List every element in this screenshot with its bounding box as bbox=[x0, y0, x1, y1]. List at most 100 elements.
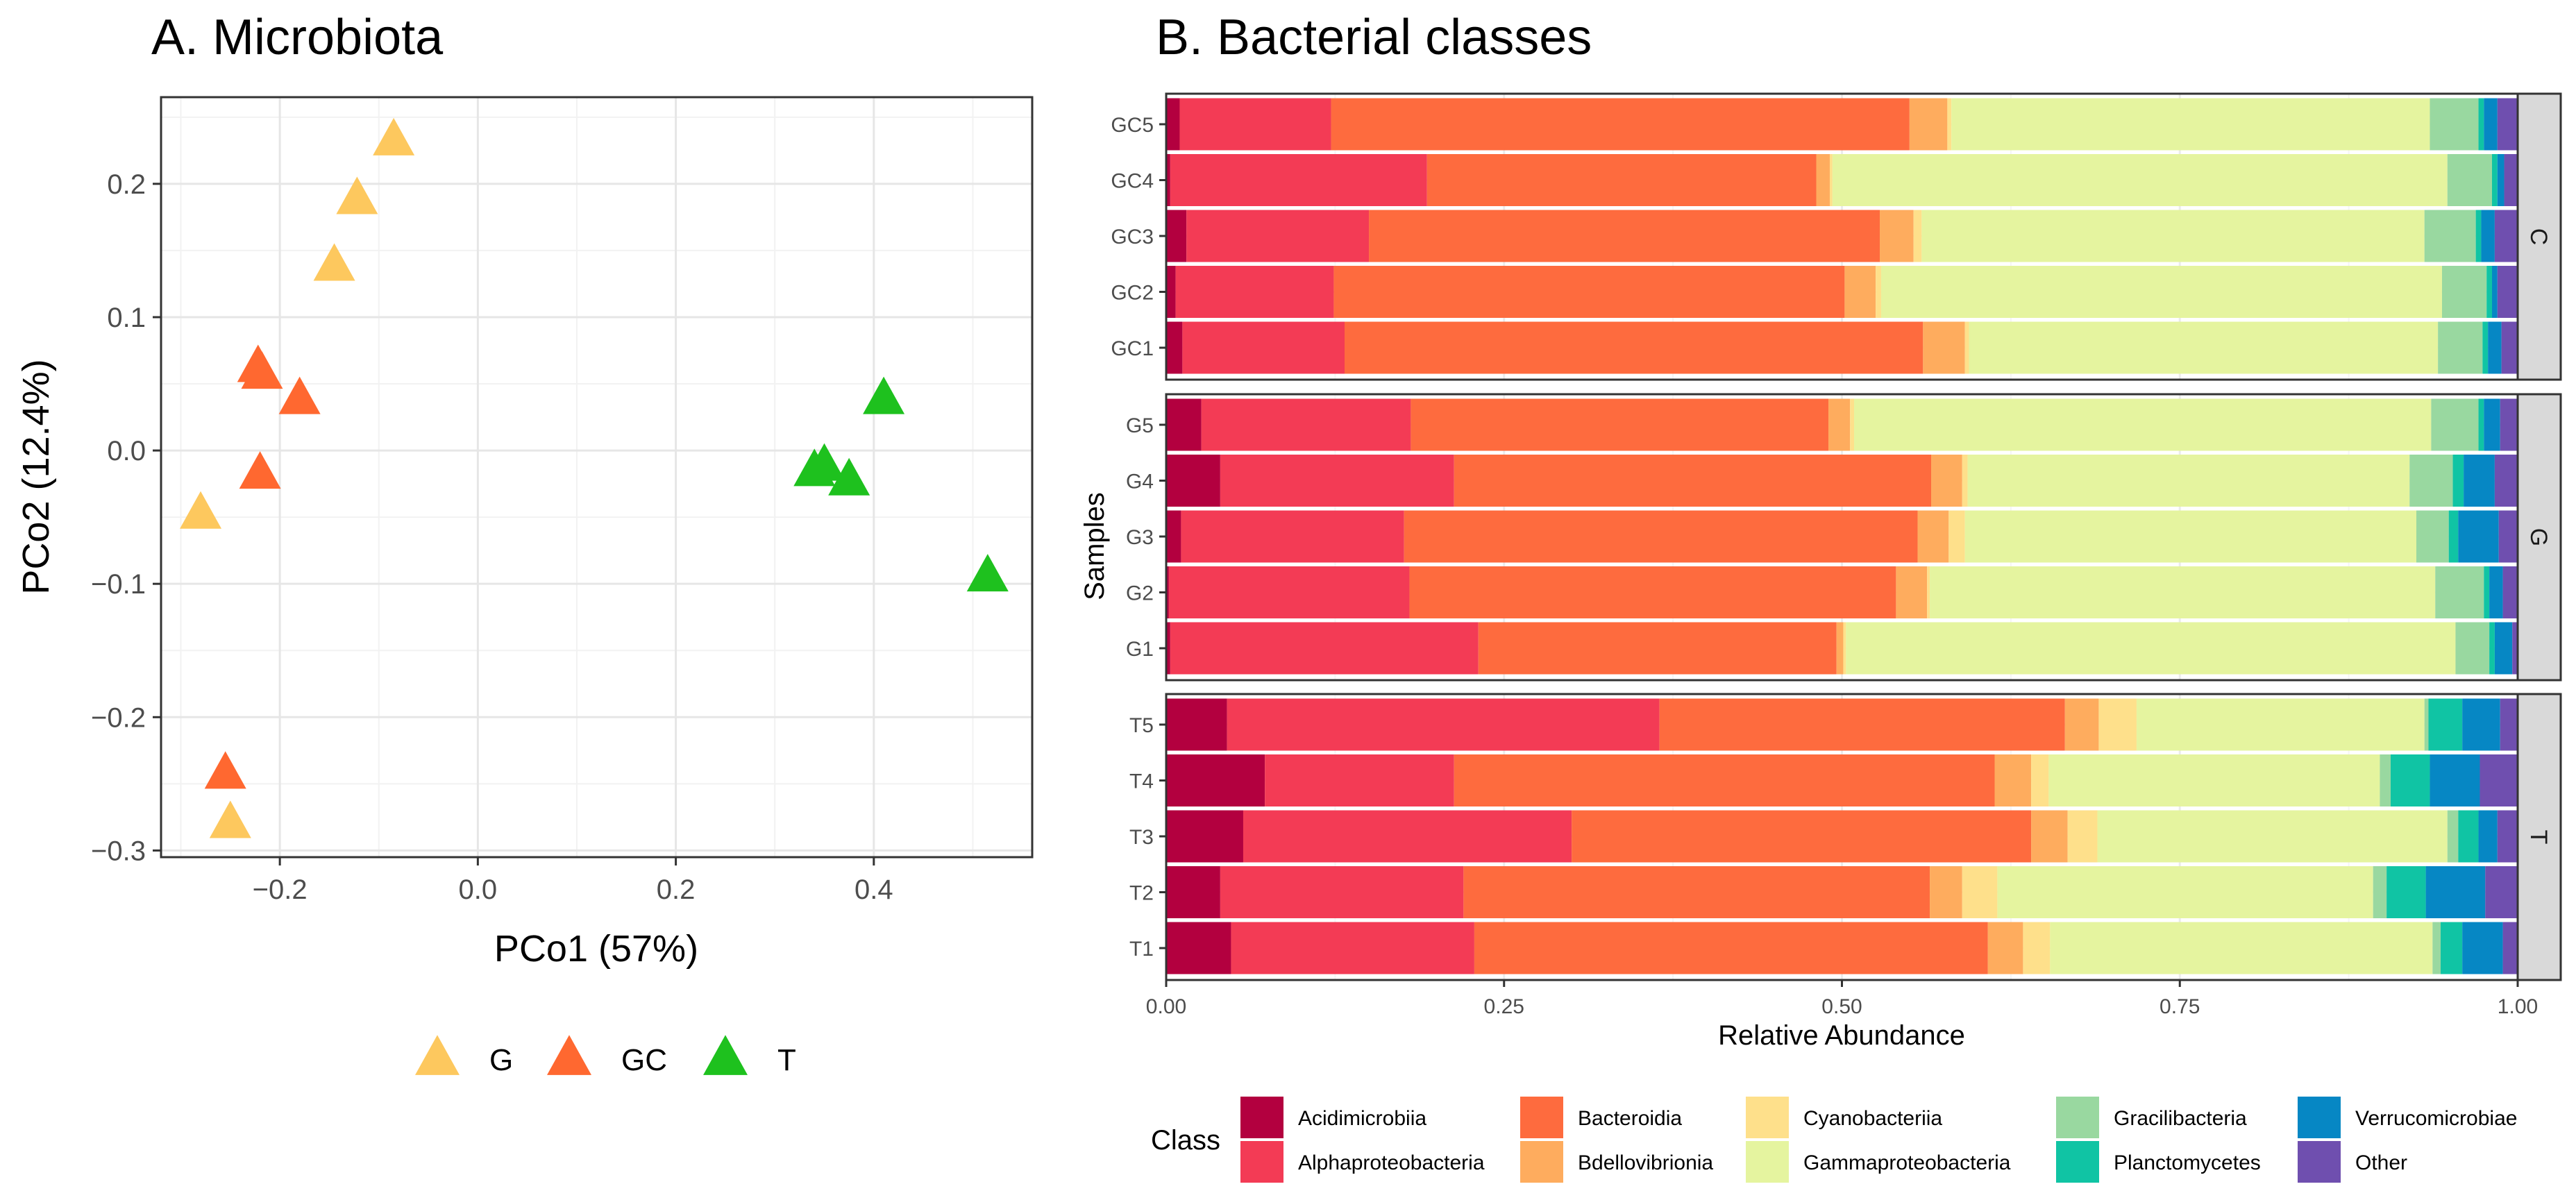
bar-segment bbox=[2497, 266, 2518, 318]
bar-segment bbox=[1220, 866, 1464, 918]
bar-segment bbox=[1829, 154, 1833, 206]
bar-segment bbox=[1331, 98, 1910, 151]
bar-segment bbox=[1951, 98, 2430, 151]
sample-label: T5 bbox=[1129, 714, 1154, 737]
bar-segment bbox=[1832, 154, 2448, 206]
bar-segment bbox=[1227, 698, 1660, 751]
bar-segment bbox=[1243, 810, 1572, 863]
bar-segment bbox=[1880, 266, 2442, 318]
bar-x-axis-label: Relative Abundance bbox=[1718, 1020, 1965, 1051]
bar-segment bbox=[2390, 754, 2430, 806]
scatter-legend-marker-g bbox=[415, 1035, 460, 1075]
class-legend: Acidimicrobiia Alphaproteobacteria Bactero… bbox=[1240, 1097, 2517, 1183]
scatter-points bbox=[180, 117, 1009, 838]
bar-segment bbox=[2482, 321, 2489, 374]
bar-segment bbox=[1930, 866, 1962, 918]
bar-segment bbox=[1166, 566, 1169, 618]
sample-label: T1 bbox=[1129, 938, 1154, 961]
bar-segment bbox=[1411, 398, 1829, 451]
bar-segment bbox=[2500, 398, 2518, 451]
bar-segment bbox=[1572, 810, 2032, 863]
bar-segment bbox=[1876, 266, 1881, 318]
bar-segment bbox=[2424, 698, 2429, 751]
legend-label-gracilibacteria: Gracilibacteria bbox=[2114, 1107, 2247, 1130]
bar-segment bbox=[2430, 754, 2480, 806]
scatter-point-g bbox=[313, 243, 355, 281]
bar-segment bbox=[1181, 510, 1404, 563]
sample-label: GC4 bbox=[1111, 170, 1154, 193]
bar-segment bbox=[1947, 98, 1952, 151]
bar-segment bbox=[1846, 622, 2456, 675]
scatter-point-g bbox=[373, 117, 415, 155]
bar-x-tick-label: 0.25 bbox=[1484, 995, 1524, 1018]
bar-segment bbox=[2373, 866, 2387, 918]
bar-segment bbox=[2455, 622, 2490, 675]
bar-segment bbox=[2447, 810, 2459, 863]
bar-segment bbox=[1994, 754, 2032, 806]
scatter-point-g bbox=[209, 800, 251, 838]
bar-segment bbox=[2441, 922, 2463, 974]
bar-segment bbox=[1186, 210, 1370, 262]
bar-segment bbox=[2424, 210, 2476, 262]
bar-segment bbox=[2497, 810, 2518, 863]
bar-segment bbox=[2464, 455, 2495, 507]
scatter-legend-marker-gc bbox=[547, 1035, 591, 1075]
bar-segment bbox=[1166, 455, 1220, 507]
bar-segment bbox=[1175, 266, 1334, 318]
bar-segment bbox=[1426, 154, 1817, 206]
bar-segment bbox=[2409, 455, 2453, 507]
bar-segment bbox=[1969, 321, 2439, 374]
sample-label: T3 bbox=[1129, 826, 1154, 849]
bar-segment bbox=[1166, 98, 1180, 151]
legend-label-other: Other bbox=[2355, 1151, 2407, 1174]
bar-segment bbox=[2023, 922, 2051, 974]
bar-segment bbox=[1166, 754, 1265, 806]
bar-segment bbox=[1265, 754, 1454, 806]
bar-segment bbox=[2478, 810, 2498, 863]
bar-segment bbox=[1964, 321, 1969, 374]
bar-segment bbox=[2497, 98, 2518, 151]
bar-segment bbox=[2494, 622, 2513, 675]
legend-label-bacteroidia: Bacteroidia bbox=[1578, 1107, 1682, 1130]
bar-segment bbox=[2462, 922, 2503, 974]
scatter-x-axis-label: PCo1 (57%) bbox=[494, 928, 698, 970]
bar-segment bbox=[2488, 321, 2502, 374]
bar-segment bbox=[1843, 622, 1846, 675]
bar-segment bbox=[1921, 210, 2425, 262]
sample-label: G1 bbox=[1126, 638, 1154, 661]
bar-segment bbox=[1463, 866, 1930, 918]
bar-segment bbox=[1170, 622, 1479, 675]
bar-segment bbox=[2425, 866, 2486, 918]
legend-swatch-verrucomicrobiae bbox=[2298, 1097, 2341, 1138]
bar-segment bbox=[2497, 154, 2505, 206]
bar-segment bbox=[2097, 810, 2448, 863]
bar-segment bbox=[1967, 455, 2410, 507]
bar-segment bbox=[1816, 154, 1830, 206]
bar-segment bbox=[1997, 866, 2373, 918]
scatter-point-gc bbox=[239, 451, 281, 489]
bar-segment bbox=[2492, 266, 2498, 318]
scatter-legend-marker-t bbox=[703, 1035, 748, 1075]
bar-segment bbox=[2494, 455, 2518, 507]
scatter-legend: G GC T bbox=[415, 1035, 796, 1077]
scatter-point-gc bbox=[204, 751, 246, 789]
legend-label-alphaproteobacteria: Alphaproteobacteria bbox=[1298, 1151, 1485, 1174]
bar-segment bbox=[2480, 754, 2518, 806]
scatter-panel-border bbox=[160, 96, 1034, 859]
legend-swatch-gammaproteobacteria bbox=[1746, 1141, 1789, 1183]
sample-label: T2 bbox=[1129, 882, 1154, 905]
bar-segment bbox=[2432, 922, 2441, 974]
bar-segment bbox=[1962, 866, 1998, 918]
bar-segment bbox=[1930, 566, 2436, 618]
bar-segment bbox=[1166, 922, 1231, 974]
scatter-y-axis-label: PCo2 (12.4%) bbox=[15, 359, 57, 594]
legend-title: Class bbox=[1151, 1125, 1220, 1156]
sample-label: G2 bbox=[1126, 582, 1154, 605]
bar-segment bbox=[2136, 698, 2425, 751]
bar-segment bbox=[2485, 866, 2518, 918]
facet-strip bbox=[2516, 92, 2562, 381]
scatter-point-gc bbox=[278, 376, 321, 414]
bar-segment bbox=[1454, 754, 1995, 806]
bar-segment bbox=[2489, 622, 2495, 675]
bar-segment bbox=[1964, 510, 2416, 563]
